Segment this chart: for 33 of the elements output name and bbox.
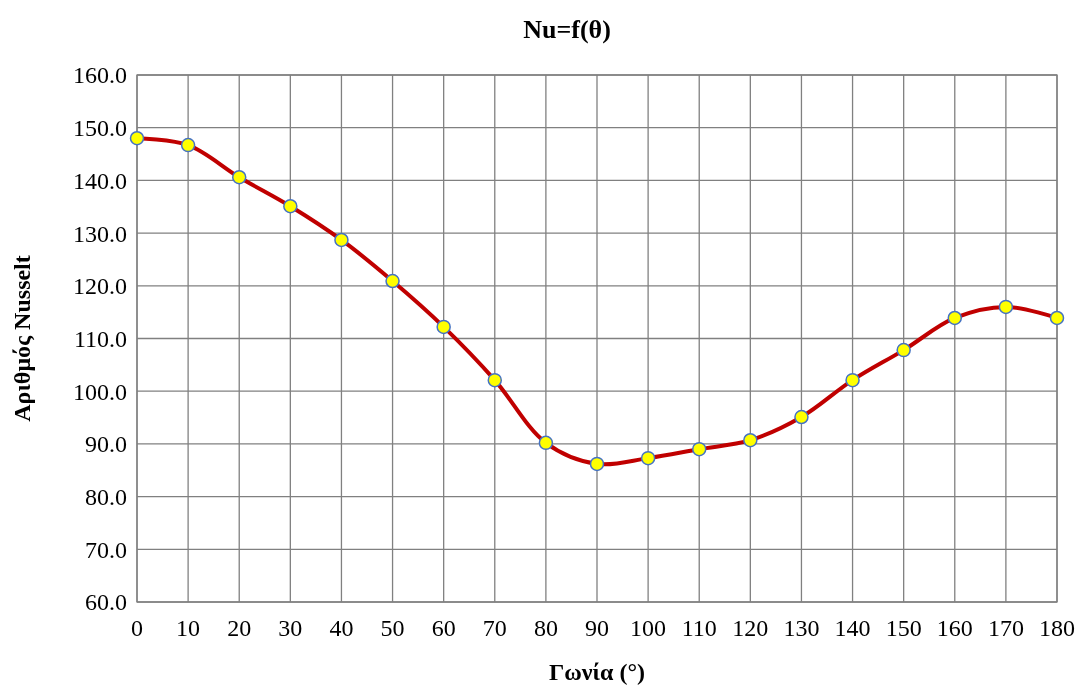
x-tick-label: 10: [176, 615, 201, 641]
y-tick-label: 140.0: [73, 167, 127, 194]
y-tick-label: 100.0: [73, 378, 127, 405]
x-tick-label: 120: [732, 615, 769, 641]
x-tick-label: 170: [987, 615, 1024, 641]
y-tick-label: 130.0: [73, 220, 127, 247]
x-tick-label: 100: [630, 615, 667, 641]
y-tick-label: 160.0: [73, 62, 127, 89]
x-tick-label: 40: [329, 615, 354, 641]
x-tick-label: 80: [533, 615, 558, 641]
x-tick-label: 160: [936, 615, 973, 641]
y-axis-title: Αριθμός Nusselt: [9, 255, 35, 422]
x-tick-label: 180: [1039, 615, 1075, 641]
x-tick-label: 90: [585, 615, 609, 641]
y-tick-label: 120.0: [73, 273, 127, 300]
x-axis-title: Γωνία (°): [549, 659, 645, 685]
y-tick-label: 150.0: [73, 115, 127, 142]
x-tick-label: 70: [482, 615, 507, 641]
y-tick-label: 60.0: [85, 589, 127, 616]
x-tick-label: 110: [681, 615, 717, 641]
x-tick-label: 60: [431, 615, 456, 641]
x-tick-label: 0: [131, 615, 143, 641]
y-tick-label: 80.0: [85, 484, 127, 510]
x-tick-label: 130: [783, 615, 820, 641]
x-tick-label: 50: [380, 615, 405, 641]
y-tick-label: 90.0: [85, 431, 127, 458]
y-tick-label: 110.0: [73, 325, 127, 352]
chart-title: Nu=f(θ): [523, 15, 611, 44]
x-tick-label: 140: [834, 615, 871, 641]
y-tick-label: 70.0: [85, 536, 127, 563]
x-tick-label: 150: [885, 615, 922, 641]
x-tick-label: 30: [278, 615, 303, 641]
x-tick-label: 20: [227, 615, 252, 641]
